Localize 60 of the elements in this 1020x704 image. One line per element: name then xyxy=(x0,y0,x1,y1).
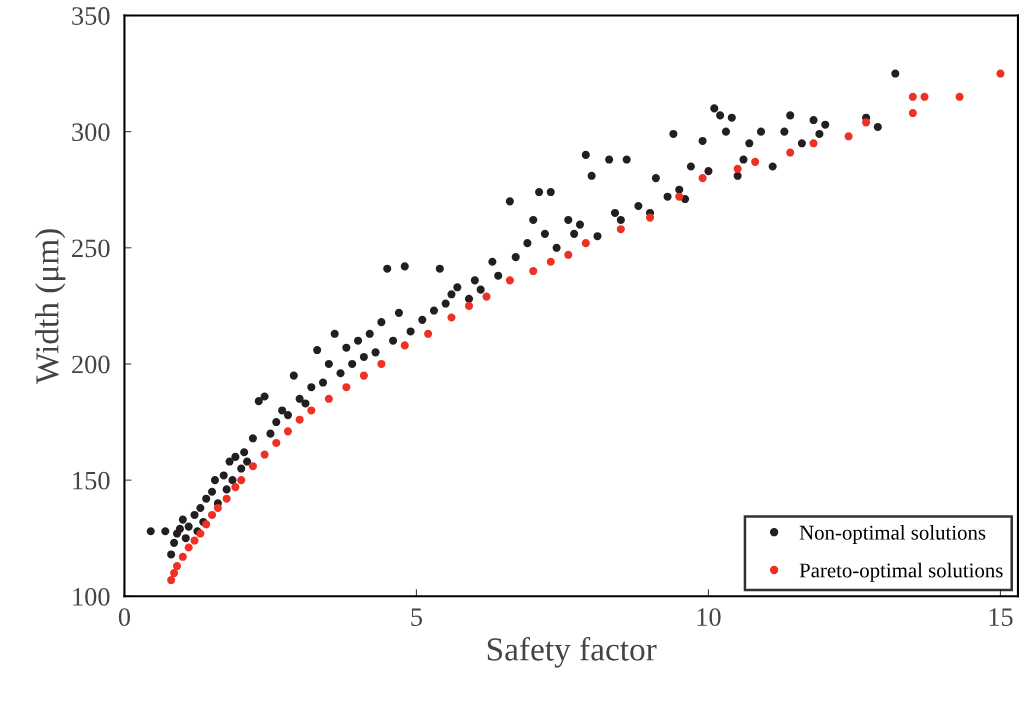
point xyxy=(809,139,818,148)
point xyxy=(920,92,929,101)
x-tick-label: 10 xyxy=(697,608,721,626)
point xyxy=(213,503,222,513)
point xyxy=(505,276,514,285)
point xyxy=(564,250,573,259)
point xyxy=(178,552,187,561)
point xyxy=(272,438,281,448)
point xyxy=(342,383,351,392)
point xyxy=(675,192,684,201)
point xyxy=(464,301,474,310)
point xyxy=(482,292,491,301)
x-tick-label: 15 xyxy=(989,608,1013,626)
point xyxy=(996,69,1005,78)
point xyxy=(546,257,555,266)
legend-label: Non-optimal solutions xyxy=(799,525,986,544)
point xyxy=(698,174,707,183)
point xyxy=(645,213,655,222)
y-tick-label: 150 xyxy=(73,471,110,490)
point xyxy=(167,575,176,585)
point xyxy=(207,510,217,520)
point xyxy=(260,450,269,459)
point xyxy=(231,483,240,492)
y-tick-label: 350 xyxy=(72,7,110,25)
point xyxy=(424,329,433,338)
point xyxy=(400,341,409,350)
point xyxy=(616,225,625,234)
point xyxy=(377,359,386,369)
point xyxy=(170,569,179,578)
point xyxy=(307,406,316,415)
y-tick-label: 250 xyxy=(72,239,110,258)
point xyxy=(908,109,917,118)
y-tick-label: 300 xyxy=(72,123,110,142)
legend-label: Pareto-optimal solutions xyxy=(799,562,1003,582)
point xyxy=(733,164,742,173)
point xyxy=(172,562,182,571)
point xyxy=(529,266,538,276)
point xyxy=(324,394,333,403)
point xyxy=(283,427,293,436)
point xyxy=(862,118,871,127)
point xyxy=(248,462,257,471)
point xyxy=(190,536,199,545)
point xyxy=(295,415,304,424)
x-axis-title: Safety factor xyxy=(487,636,657,668)
y-tick-label: 200 xyxy=(72,355,110,374)
point xyxy=(237,476,246,485)
point xyxy=(222,494,231,503)
y-axis-title: Width (μm) xyxy=(35,229,66,385)
point xyxy=(581,239,590,248)
point xyxy=(184,543,193,552)
point xyxy=(955,92,964,101)
point xyxy=(359,371,368,380)
point xyxy=(844,132,853,141)
point xyxy=(751,157,760,166)
y-tick-label: 100 xyxy=(73,587,110,606)
point xyxy=(447,313,456,322)
x-tick-label: 0 xyxy=(118,608,131,626)
x-tick-label: 5 xyxy=(411,608,423,626)
point xyxy=(908,92,917,101)
point xyxy=(786,148,795,157)
